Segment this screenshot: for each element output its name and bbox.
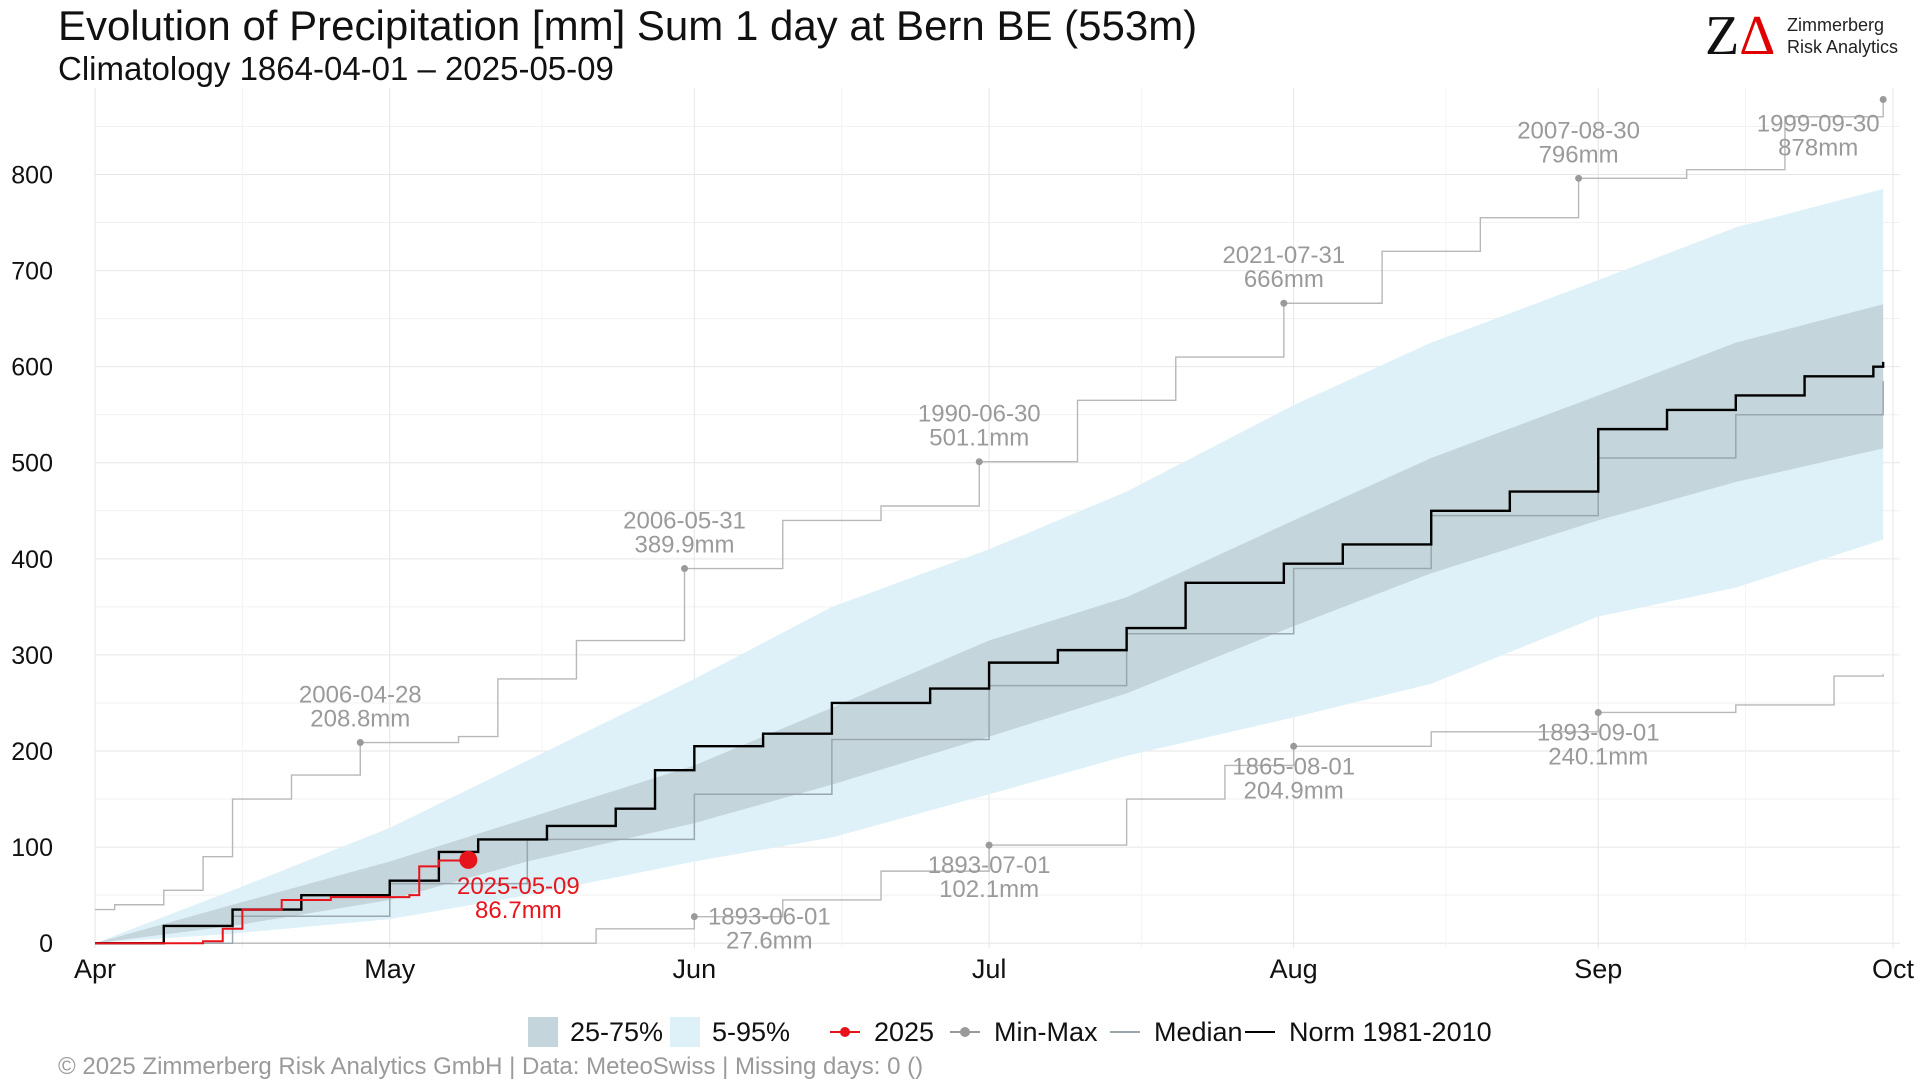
series-max: [95, 99, 1884, 911]
annotation-value: 204.9mm: [1244, 777, 1344, 804]
annotation-value: 666mm: [1244, 266, 1324, 293]
x-tick-label: Jul: [972, 954, 1007, 984]
annotation-point: [690, 913, 698, 921]
logo-line2: Risk Analytics: [1787, 37, 1899, 57]
annotation-value: 878mm: [1778, 135, 1858, 162]
y-tick-label: 800: [11, 161, 53, 189]
annotation-date: 2025-05-09: [457, 873, 580, 900]
annotation-value: 240.1mm: [1548, 743, 1648, 770]
annotation-date: 1990-06-30: [918, 401, 1041, 428]
x-tick-label: Jun: [673, 954, 717, 984]
y-tick-label: 400: [11, 546, 53, 574]
legend-swatch: [950, 1017, 980, 1047]
x-tick-label: Aug: [1270, 954, 1318, 984]
annotation-date: 2007-08-30: [1517, 117, 1640, 144]
annotation-date: 1893-07-01: [928, 852, 1051, 879]
legend-swatch: [1245, 1017, 1275, 1047]
annotation-date: 1893-09-01: [1537, 719, 1660, 746]
y-tick-label: 100: [11, 834, 53, 862]
annotation-point: [356, 739, 364, 747]
legend-label: Median: [1154, 1016, 1243, 1047]
annotation-value: 796mm: [1539, 141, 1619, 168]
chart-subtitle: Climatology 1864-04-01 – 2025-05-09: [58, 50, 614, 87]
annotation-point: [1594, 708, 1602, 716]
y-tick-label: 700: [11, 258, 53, 286]
annotation-value: 27.6mm: [726, 928, 813, 955]
annotation-date: 1865-08-01: [1232, 753, 1355, 780]
legend-swatch: [1110, 1017, 1140, 1047]
logo-line1: Zimmerberg: [1787, 15, 1885, 35]
footer-copyright: © 2025 Zimmerberg Risk Analytics GmbH | …: [58, 1053, 924, 1080]
y-tick-label: 500: [11, 450, 53, 478]
annotation-point: [1575, 174, 1583, 182]
annotation-date: 1999-09-30: [1757, 111, 1880, 138]
legend-label: Min-Max: [994, 1016, 1098, 1047]
legend-swatch: [830, 1017, 860, 1047]
legend-item: 5-95%: [670, 1012, 790, 1052]
annotation-value: 389.9mm: [634, 532, 734, 559]
annotation-value: 102.1mm: [939, 876, 1039, 903]
band-25-75: [95, 304, 1884, 944]
y-tick-label: 600: [11, 354, 53, 382]
annotation-point: [1879, 96, 1887, 104]
y-tick-label: 200: [11, 738, 53, 766]
chart-title: Evolution of Precipitation [mm] Sum 1 da…: [58, 2, 1198, 49]
logo-mark: ZΔ: [1705, 8, 1775, 64]
legend-item: Norm 1981-2010: [1245, 1012, 1492, 1052]
annotation-point: [681, 565, 689, 573]
legend-item: Median: [1110, 1012, 1243, 1052]
y-tick-label: 300: [11, 642, 53, 670]
annotation-point: [985, 841, 993, 849]
legend-item: Min-Max: [950, 1012, 1098, 1052]
series-2025: [95, 859, 470, 945]
annotation-value: 86.7mm: [475, 897, 562, 924]
annotation-point: [1290, 742, 1298, 750]
band-5-95: [95, 188, 1884, 944]
legend-item: 25-75%: [528, 1012, 663, 1052]
annotation-date: 2006-04-28: [299, 682, 422, 709]
annotation-date: 2006-05-31: [623, 508, 746, 535]
legend-label: Norm 1981-2010: [1289, 1016, 1492, 1047]
annotation-point: [1280, 299, 1288, 307]
logo-mark-delta: Δ: [1739, 5, 1776, 67]
legend-swatch: [670, 1017, 700, 1047]
annotation-point: [975, 458, 983, 466]
chart-legend: 25-75% 5-95% 2025 Min-Max Median Norm 1981-20…: [0, 1012, 1920, 1052]
legend-label: 5-95%: [712, 1016, 791, 1047]
legend-label: 2025: [874, 1016, 935, 1047]
x-tick-label: Sep: [1574, 954, 1622, 984]
series-norm-1981-2010: [95, 361, 1885, 945]
current-2025-point: [459, 850, 478, 869]
x-tick-label: Apr: [74, 954, 116, 984]
company-logo: ZΔ Zimmerberg Risk Analytics: [1705, 8, 1910, 64]
legend-label: 25-75%: [570, 1016, 664, 1047]
y-tick-label: 0: [39, 930, 53, 958]
annotation-value: 208.8mm: [310, 706, 410, 733]
logo-mark-z: Z: [1705, 5, 1740, 67]
annotation-date: 1893-06-01: [708, 904, 831, 931]
annotation-value: 501.1mm: [929, 425, 1029, 452]
legend-swatch: [528, 1017, 558, 1047]
series-min: [95, 674, 1884, 944]
legend-item: 2025: [830, 1012, 934, 1052]
logo-text: Zimmerberg Risk Analytics: [1787, 14, 1898, 58]
annotation-date: 2021-07-31: [1222, 242, 1345, 269]
x-tick-label: Oct: [1872, 954, 1915, 984]
x-tick-label: May: [364, 954, 416, 984]
